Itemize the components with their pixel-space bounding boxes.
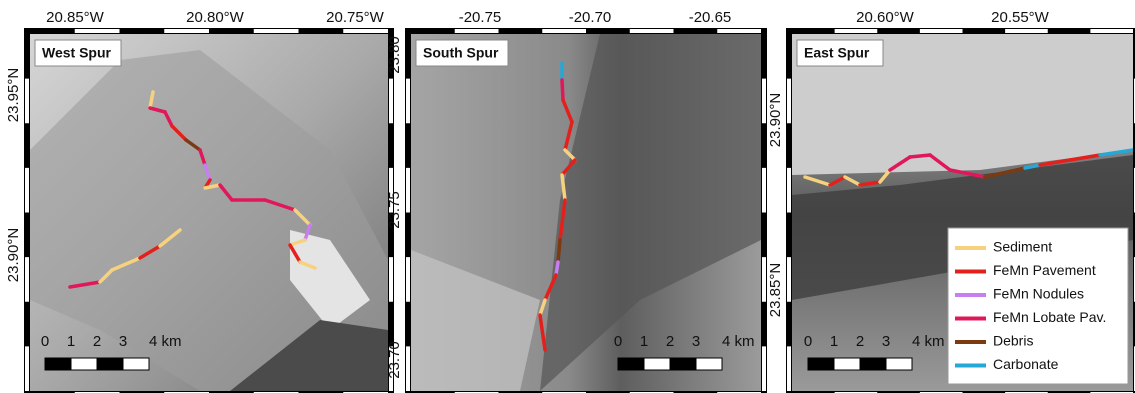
- legend-label: FeMn Lobate Pav.: [993, 309, 1106, 325]
- scale-label: 0: [804, 333, 812, 350]
- x-tick-label: -20.75: [459, 9, 502, 26]
- scale-label: 2: [856, 333, 864, 350]
- scale-bar-segment: [886, 358, 912, 370]
- x-tick-label: 20.75°W: [326, 9, 385, 26]
- y-tick-label: 23.75: [386, 191, 403, 229]
- track-segment: [556, 262, 558, 275]
- scale-bar-segment: [618, 358, 644, 370]
- scale-label: 1: [830, 333, 838, 350]
- scale-label: 4 km: [149, 333, 182, 350]
- y-tick-label: 23.70: [386, 341, 403, 379]
- scale-bar-segment: [696, 358, 722, 370]
- y-tick-label: 23.80: [386, 36, 403, 74]
- scale-label: 4 km: [912, 333, 945, 350]
- scale-bar-segment: [644, 358, 670, 370]
- panel-title: West Spur: [42, 45, 112, 61]
- scale-label: 0: [41, 333, 49, 350]
- legend-label: FeMn Nodules: [993, 286, 1084, 302]
- x-tick-label: -20.65: [689, 9, 732, 26]
- x-tick-label: 20.60°W: [856, 9, 915, 26]
- scale-bar-segment: [45, 358, 71, 370]
- legend-label: FeMn Pavement: [993, 262, 1096, 278]
- scale-label: 0: [614, 333, 622, 350]
- legend-label: Carbonate: [993, 356, 1059, 372]
- track-segment: [910, 155, 930, 157]
- y-tick-label: 23.90°N: [5, 228, 22, 282]
- x-tick-label: 20.80°W: [186, 9, 245, 26]
- scale-label: 1: [640, 333, 648, 350]
- panel-title: East Spur: [804, 45, 870, 61]
- legend-label: Debris: [993, 333, 1033, 349]
- scale-bar-segment: [71, 358, 97, 370]
- x-tick-label: 20.85°W: [46, 9, 105, 26]
- scale-bar-segment: [97, 358, 123, 370]
- legend-label: Sediment: [993, 239, 1052, 255]
- scale-bar-segment: [123, 358, 149, 370]
- scale-bar-segment: [670, 358, 696, 370]
- scale-label: 2: [93, 333, 101, 350]
- scale-label: 2: [666, 333, 674, 350]
- track-segment: [558, 240, 560, 262]
- track-segment: [562, 80, 563, 100]
- scale-bar-segment: [808, 358, 834, 370]
- scale-bar-segment: [860, 358, 886, 370]
- x-tick-label: -20.70: [569, 9, 612, 26]
- y-tick-label: 23.95°N: [5, 68, 22, 122]
- y-tick-label: 23.90°N: [767, 93, 784, 147]
- scale-label: 4 km: [722, 333, 755, 350]
- x-tick-label: 20.55°W: [991, 9, 1050, 26]
- scale-label: 3: [119, 333, 127, 350]
- y-tick-label: 23.85°N: [767, 263, 784, 317]
- panel-title: South Spur: [423, 45, 499, 61]
- map-figure: West Spur 20.85°W 20.80°W 20.75°W 23.95°N 23.…: [0, 0, 1135, 393]
- scale-label: 1: [67, 333, 75, 350]
- scale-bar-segment: [834, 358, 860, 370]
- scale-label: 3: [692, 333, 700, 350]
- scale-label: 3: [882, 333, 890, 350]
